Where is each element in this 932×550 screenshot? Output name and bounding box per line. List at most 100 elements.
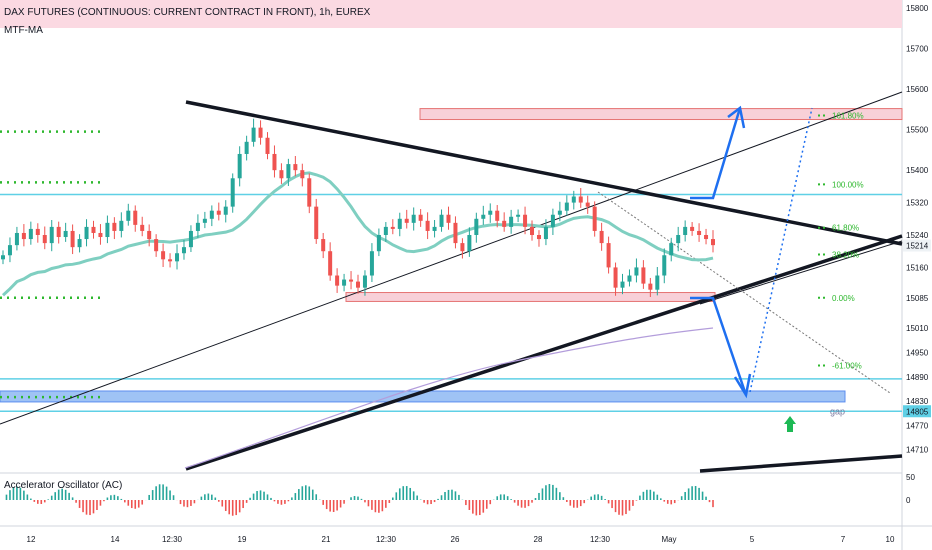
oscillator-bar xyxy=(454,491,457,500)
price-tick-label: 14890 xyxy=(906,373,929,382)
current-price-badge: 15214 xyxy=(906,242,929,251)
oscillator-bar xyxy=(701,491,704,500)
candle-body xyxy=(362,275,367,288)
oscillator-bar xyxy=(475,500,478,516)
oscillator-bar xyxy=(245,500,248,503)
support-zone xyxy=(345,292,716,302)
oscillator-bar xyxy=(158,484,161,500)
gap-price-badge: 14805 xyxy=(906,407,929,416)
oscillator-bar xyxy=(482,500,485,513)
oscillator-bar xyxy=(559,492,561,500)
oscillator-tick-label: 50 xyxy=(906,473,915,482)
candle-body xyxy=(300,170,305,179)
time-tick-label: 14 xyxy=(111,535,120,544)
oscillator-bar xyxy=(339,500,342,508)
oscillator-bar xyxy=(270,497,272,500)
oscillator-bar xyxy=(23,490,25,500)
oscillator-bar xyxy=(684,491,686,500)
oscillator-bar xyxy=(705,496,707,500)
oscillator-bar xyxy=(576,500,579,508)
oscillator-bar xyxy=(569,500,572,506)
oscillator-bar xyxy=(124,500,126,503)
candle-body xyxy=(209,210,214,219)
candle-body xyxy=(133,210,138,225)
candle-body xyxy=(571,196,576,203)
price-tick-label: 15700 xyxy=(906,45,929,54)
candle-body xyxy=(14,232,19,246)
oscillator-bar xyxy=(371,500,373,510)
candle-body xyxy=(467,235,472,252)
candle-body xyxy=(627,275,632,282)
time-tick-label: 28 xyxy=(534,535,543,544)
oscillator-bar xyxy=(385,500,387,508)
oscillator-bar xyxy=(172,495,175,500)
candle-body xyxy=(411,214,416,223)
bullish-projection-arrow xyxy=(690,107,742,200)
oscillator-bar xyxy=(127,500,130,506)
lower-trend-line xyxy=(699,454,903,473)
candle-body xyxy=(683,226,688,235)
oscillator-bar xyxy=(402,486,405,500)
oscillator-bar xyxy=(426,500,429,505)
oscillator-bar xyxy=(183,500,185,507)
candle-body xyxy=(356,281,360,288)
candle-body xyxy=(481,214,486,219)
gap-arrow-icon xyxy=(784,416,796,432)
candle-body xyxy=(49,226,54,244)
candle-body xyxy=(369,251,374,276)
oscillator-bar xyxy=(343,500,345,504)
oscillator-bar xyxy=(266,494,269,500)
oscillator-bar xyxy=(458,494,460,500)
oscillator-bar xyxy=(263,491,265,500)
candle-body xyxy=(244,141,249,154)
oscillator-bar xyxy=(294,493,297,500)
bearish-arrowhead xyxy=(733,373,752,399)
candle-body xyxy=(564,202,569,211)
candle-body xyxy=(216,210,221,215)
oscillator-bar xyxy=(301,486,304,500)
oscillator-bar xyxy=(646,489,648,500)
candle-body xyxy=(550,214,555,227)
oscillator-bar xyxy=(625,500,627,515)
oscillator-bar xyxy=(513,500,516,503)
oscillator-bar xyxy=(92,500,95,514)
bullish-arrowhead xyxy=(727,105,746,129)
oscillator-bar xyxy=(607,500,610,504)
oscillator-bar xyxy=(437,498,439,500)
downtrend-line xyxy=(185,100,903,246)
oscillator-bar xyxy=(26,494,29,500)
candle-body xyxy=(98,232,103,238)
oscillator-bar xyxy=(566,500,568,502)
fib-level-label: -61.00% xyxy=(832,361,862,370)
oscillator-bar xyxy=(545,485,547,500)
candle-body xyxy=(585,202,590,207)
oscillator-bar xyxy=(287,500,290,502)
oscillator-bar xyxy=(78,500,81,508)
oscillator-bar xyxy=(639,495,641,500)
candle-body xyxy=(711,239,715,246)
time-tick-label: 5 xyxy=(750,535,755,544)
oscillator-bar xyxy=(496,496,499,500)
oscillator-bar xyxy=(520,500,523,508)
oscillator-bar xyxy=(61,488,63,500)
candle-body xyxy=(620,281,625,288)
oscillator-bar xyxy=(40,500,43,504)
time-tick-label: 10 xyxy=(886,535,895,544)
oscillator-bar xyxy=(572,500,575,508)
oscillator-bar xyxy=(277,500,279,504)
candle-body xyxy=(376,235,381,252)
candle-body xyxy=(509,216,514,227)
candle-body xyxy=(77,239,82,248)
oscillator-bar xyxy=(82,500,84,513)
gap-price-badge-bg xyxy=(903,405,931,418)
candle-body xyxy=(655,275,660,290)
candle-body xyxy=(488,210,493,215)
candles-layer xyxy=(1,118,715,297)
oscillator-tick-label: 0 xyxy=(906,496,911,505)
bearish-projection-arrow xyxy=(690,296,748,396)
price-tick-label: 15800 xyxy=(906,4,929,13)
price-tick-label: 15240 xyxy=(906,231,929,240)
oscillator-bar xyxy=(479,500,481,516)
oscillator-bar xyxy=(440,495,443,500)
